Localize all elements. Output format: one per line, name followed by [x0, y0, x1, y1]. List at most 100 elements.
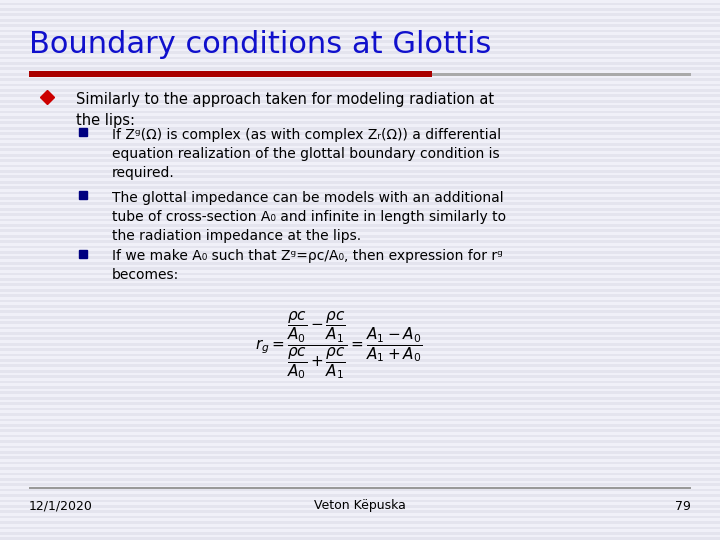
Bar [0, 413, 720, 416]
Bar [0, 186, 720, 189]
Bar [0, 181, 720, 184]
Bar [0, 176, 720, 178]
Bar [0, 8, 720, 11]
Bar [0, 202, 720, 205]
Bar [0, 321, 720, 324]
Bar [0, 489, 720, 491]
Bar [0, 456, 720, 459]
Bar [0, 300, 720, 302]
Bar [0, 483, 720, 486]
Text: $r_g = \dfrac{\dfrac{\rho c}{A_0} - \dfrac{\rho c}{A_1}}{\dfrac{\rho c}{A_0} + \: $r_g = \dfrac{\dfrac{\rho c}{A_0} - \dfr… [255, 310, 422, 381]
Bar [0, 148, 720, 151]
Bar [0, 127, 720, 130]
Bar [0, 46, 720, 49]
Bar [0, 537, 720, 540]
Bar [0, 526, 720, 529]
Bar [0, 154, 720, 157]
Bar [0, 30, 720, 32]
Bar [0, 213, 720, 216]
Bar [0, 84, 720, 86]
Bar [0, 94, 720, 97]
Bar [0, 235, 720, 238]
Bar [432, 73, 691, 76]
Bar [0, 219, 720, 221]
Bar [0, 143, 720, 146]
Bar [0, 116, 720, 119]
Text: 79: 79 [675, 500, 691, 512]
Bar [0, 332, 720, 335]
Text: Veton Këpuska: Veton Këpuska [314, 500, 406, 512]
Bar [0, 246, 720, 248]
Bar [0, 262, 720, 265]
Bar [0, 278, 720, 281]
Bar [0, 505, 720, 508]
Bar [0, 435, 720, 437]
Bar [0, 165, 720, 167]
Bar [0, 516, 720, 518]
Bar [0, 240, 720, 243]
Bar [0, 284, 720, 286]
Bar [0, 408, 720, 410]
Bar [0, 224, 720, 227]
Bar [0, 532, 720, 535]
Text: If we make A₀ such that Zᵍ=ρc/A₀, then expression for rᵍ
becomes:: If we make A₀ such that Zᵍ=ρc/A₀, then e… [112, 249, 503, 282]
Bar [0, 73, 720, 76]
Text: If Zᵍ(Ω) is complex (as with complex Zᵣ(Ω)) a differential
equation realization : If Zᵍ(Ω) is complex (as with complex Zᵣ(… [112, 128, 500, 180]
Bar [0, 510, 720, 513]
Bar [0, 429, 720, 432]
Bar [0, 14, 720, 16]
Text: 12/1/2020: 12/1/2020 [29, 500, 93, 512]
Bar [0, 100, 720, 103]
Bar [0, 208, 720, 211]
Bar [0, 111, 720, 113]
Bar [0, 89, 720, 92]
Bar [0, 105, 720, 108]
Text: Boundary conditions at Glottis: Boundary conditions at Glottis [29, 30, 491, 59]
Bar [0, 78, 720, 81]
Bar [0, 19, 720, 22]
Bar [0, 192, 720, 194]
Bar [0, 68, 720, 70]
Bar [0, 467, 720, 470]
Bar [0, 230, 720, 232]
Bar [0, 478, 720, 481]
Bar [0, 364, 720, 367]
Bar [29, 487, 691, 489]
Bar [0, 424, 720, 427]
Bar [0, 462, 720, 464]
Bar [0, 494, 720, 497]
Bar [0, 354, 720, 356]
Text: Similarly to the approach taken for modeling radiation at
the lips:: Similarly to the approach taken for mode… [76, 92, 494, 128]
Bar [0, 316, 720, 319]
Bar [0, 40, 720, 43]
Bar [0, 359, 720, 362]
Bar [0, 381, 720, 383]
Bar [0, 294, 720, 297]
Bar [0, 343, 720, 346]
Text: The glottal impedance can be models with an additional
tube of cross-section A₀ : The glottal impedance can be models with… [112, 191, 505, 243]
Bar [0, 348, 720, 351]
Bar [0, 370, 720, 373]
Bar [0, 62, 720, 65]
Bar [0, 289, 720, 292]
Bar [0, 397, 720, 400]
Bar [0, 472, 720, 475]
Bar [0, 251, 720, 254]
Bar [0, 267, 720, 270]
Bar [0, 35, 720, 38]
Bar [0, 24, 720, 27]
Bar [0, 305, 720, 308]
Bar [0, 57, 720, 59]
Bar [0, 273, 720, 275]
Bar [0, 3, 720, 5]
Bar [0, 500, 720, 502]
Bar [0, 440, 720, 443]
Bar [0, 521, 720, 524]
Bar [0, 138, 720, 140]
Bar [0, 327, 720, 329]
Bar [0, 51, 720, 54]
Bar [0, 418, 720, 421]
Bar [0, 170, 720, 173]
Bar [0, 338, 720, 340]
Bar [0, 386, 720, 389]
